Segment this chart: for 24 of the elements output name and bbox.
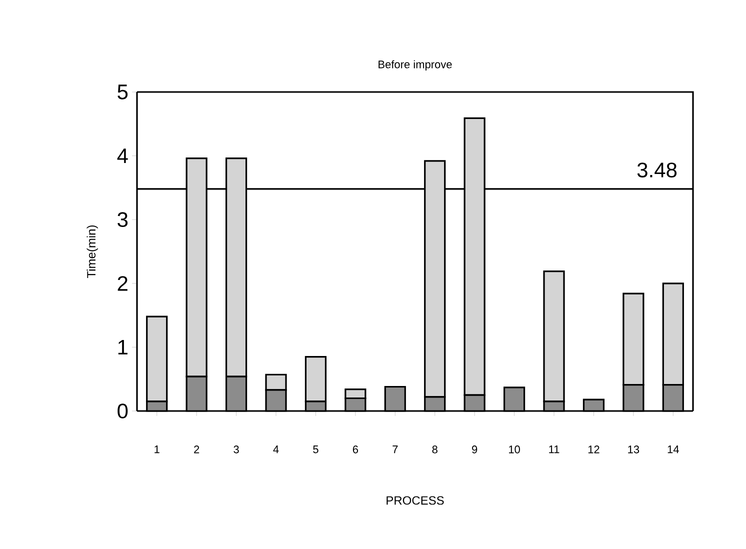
x-tick-label: 2 [194,446,200,454]
y-tick-label: 0 [118,404,128,418]
y-tick-label: 3 [118,212,128,228]
x-tick-label: 10 [509,446,520,454]
y-tick-label: 2 [118,276,128,291]
y-axis-title: Time(min) [86,225,98,278]
x-tick-label: 6 [352,446,358,454]
x-tick-label: 9 [472,446,478,454]
x-tick-label: 4 [273,446,279,454]
x-tick-label: 12 [588,446,600,454]
x-tick-label: 1 [154,446,160,454]
x-tick-label: 8 [432,446,438,454]
y-tick-label: 5 [118,84,128,100]
y-tick-label: 4 [117,148,128,164]
x-tick-label: 14 [668,446,679,454]
x-axis-title: PROCESS [386,496,444,505]
x-tick-label: 11 [549,446,560,454]
chart-title: Before improve [378,60,452,70]
x-tick-label: 7 [392,446,398,454]
x-tick-label: 13 [628,446,640,454]
ref-line-label: 3.48 [637,162,677,178]
x-tick-label: 5 [313,446,318,454]
x-tick-label: 3 [234,446,239,454]
y-tick-label: 1 [118,340,128,354]
